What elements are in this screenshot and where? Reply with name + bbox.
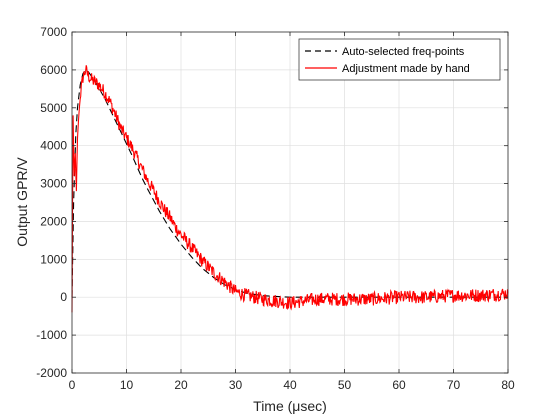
legend-box (298, 38, 501, 81)
y-tick-label: 5000 (40, 101, 67, 115)
x-tick-label: 80 (501, 378, 515, 392)
x-axis-label: Time (μsec) (253, 398, 327, 414)
x-tick-label: 30 (229, 378, 243, 392)
legend-label-auto-selected: Auto-selected freq-points (342, 46, 465, 58)
x-tick-label: 70 (447, 378, 461, 392)
x-tick-label: 10 (120, 378, 134, 392)
legend-label-adjustment-by-hand: Adjustment made by hand (342, 63, 470, 75)
y-tick-label: -1000 (36, 328, 67, 342)
y-tick-label: 6000 (40, 63, 67, 77)
y-axis-label: Output GPR/V (14, 157, 30, 247)
x-tick-label: 50 (338, 378, 352, 392)
x-tick-label: 0 (69, 378, 76, 392)
series-layer (71, 65, 509, 313)
y-tick-label: 3000 (40, 177, 67, 191)
y-tick-label: 4000 (40, 139, 67, 153)
x-tick-label: 20 (174, 378, 188, 392)
series-line-adjustment-by-hand (71, 65, 509, 313)
y-tick-label: 7000 (40, 25, 67, 39)
grid-lines (72, 32, 508, 373)
x-tick-label: 40 (283, 378, 297, 392)
x-tick-label: 60 (392, 378, 406, 392)
y-tick-label: 0 (60, 290, 67, 304)
legend: Auto-selected freq-points Adjustment mad… (298, 38, 501, 81)
y-tick-label: -2000 (36, 366, 67, 380)
tick-layer: 0 10 20 30 40 50 60 70 80 -2000 -1000 0 1000 2000 3000… (36, 25, 515, 392)
y-tick-label: 2000 (40, 214, 67, 228)
y-tick-label: 1000 (40, 252, 67, 266)
